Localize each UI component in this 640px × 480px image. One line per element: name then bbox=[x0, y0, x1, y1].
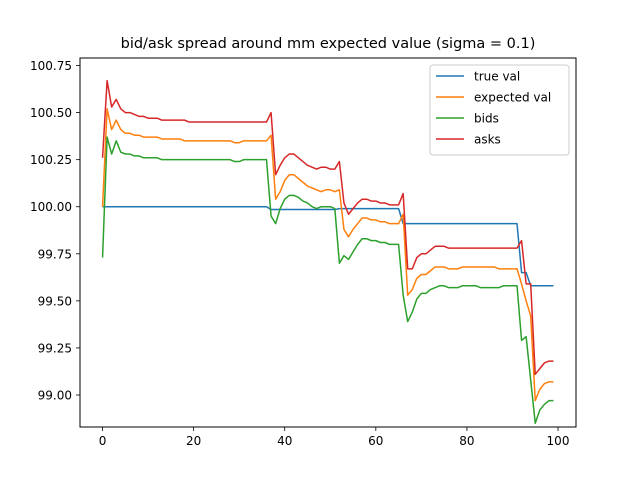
x-tick-label: 40 bbox=[277, 434, 292, 448]
series-line-bids bbox=[101, 136, 554, 424]
x-tick-label: 0 bbox=[99, 434, 107, 448]
x-tick-label: 60 bbox=[368, 434, 383, 448]
y-axis: 99.00 99.25 99.50 99.75 100.00 100.25 100.50 10… bbox=[30, 59, 80, 402]
legend-box bbox=[429, 64, 570, 156]
series-line-true-val bbox=[102, 205, 554, 287]
series-layer bbox=[101, 79, 554, 424]
legend: true val expected val bids asks bbox=[429, 64, 570, 156]
series-line-expected-val bbox=[101, 108, 554, 402]
y-tick-label: 100.75 bbox=[30, 59, 72, 73]
y-tick-label: 99.75 bbox=[38, 247, 72, 261]
y-tick-label: 99.00 bbox=[38, 388, 72, 402]
legend-label: true val bbox=[474, 70, 520, 84]
x-tick-label: 100 bbox=[547, 434, 570, 448]
legend-label: bids bbox=[474, 112, 499, 126]
y-tick-label: 99.50 bbox=[38, 294, 72, 308]
series-line-asks bbox=[101, 79, 554, 376]
x-tick-label: 20 bbox=[186, 434, 201, 448]
y-tick-label: 100.00 bbox=[30, 200, 72, 214]
chart-title: bid/ask spread around mm expected value … bbox=[121, 36, 536, 52]
legend-label: expected val bbox=[474, 91, 551, 105]
y-tick-label: 100.50 bbox=[30, 106, 72, 120]
plot-frame bbox=[79, 57, 577, 428]
x-tick-label: 80 bbox=[459, 434, 474, 448]
legend-label: asks bbox=[474, 133, 501, 147]
x-axis: 0 20 40 60 80 100 bbox=[99, 427, 570, 448]
y-tick-label: 100.25 bbox=[30, 153, 72, 167]
y-tick-label: 99.25 bbox=[38, 341, 72, 355]
